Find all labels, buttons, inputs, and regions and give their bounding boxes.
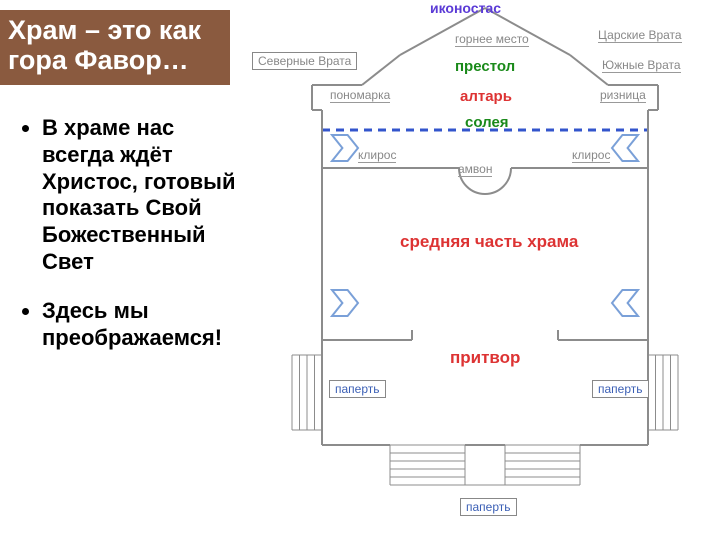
bullet-list: В храме нас всегда ждёт Христос, готовый…: [20, 115, 245, 374]
label-papert_l: паперть: [329, 380, 386, 398]
title-line-2: гора Фавор…: [8, 46, 222, 76]
church-plan-diagram: иконостас горнее место Царские Врата Южные …: [250, 0, 720, 540]
label-nave: средняя часть храма: [400, 232, 578, 252]
label-amvon: амвон: [458, 162, 492, 177]
label-papert_b: паперть: [460, 498, 517, 516]
label-kliros_l: клирос: [358, 148, 396, 163]
bullet-item: В храме нас всегда ждёт Христос, готовый…: [42, 115, 245, 276]
label-papert_r: паперть: [592, 380, 649, 398]
bullet-item: Здесь мы преображаемся!: [42, 298, 245, 352]
label-riznitsa: ризница: [600, 88, 646, 103]
title-line-1: Храм – это как: [8, 16, 222, 46]
label-soleya: солея: [465, 114, 509, 131]
label-tsarskie: Царские Врата: [598, 28, 682, 43]
label-ikonostas: иконостас: [430, 0, 501, 16]
label-gornee: горнее место: [455, 32, 529, 47]
label-altar: алтарь: [460, 88, 512, 105]
label-kliros_r: клирос: [572, 148, 610, 163]
label-yuzhnye: Южные Врата: [602, 58, 681, 73]
label-prestol: престол: [455, 58, 515, 75]
label-severnye: Северные Врата: [252, 52, 357, 70]
title-box: Храм – это как гора Фавор…: [0, 10, 230, 85]
label-ponomarka: пономарка: [330, 88, 390, 103]
label-pritvor: притвор: [450, 348, 520, 368]
